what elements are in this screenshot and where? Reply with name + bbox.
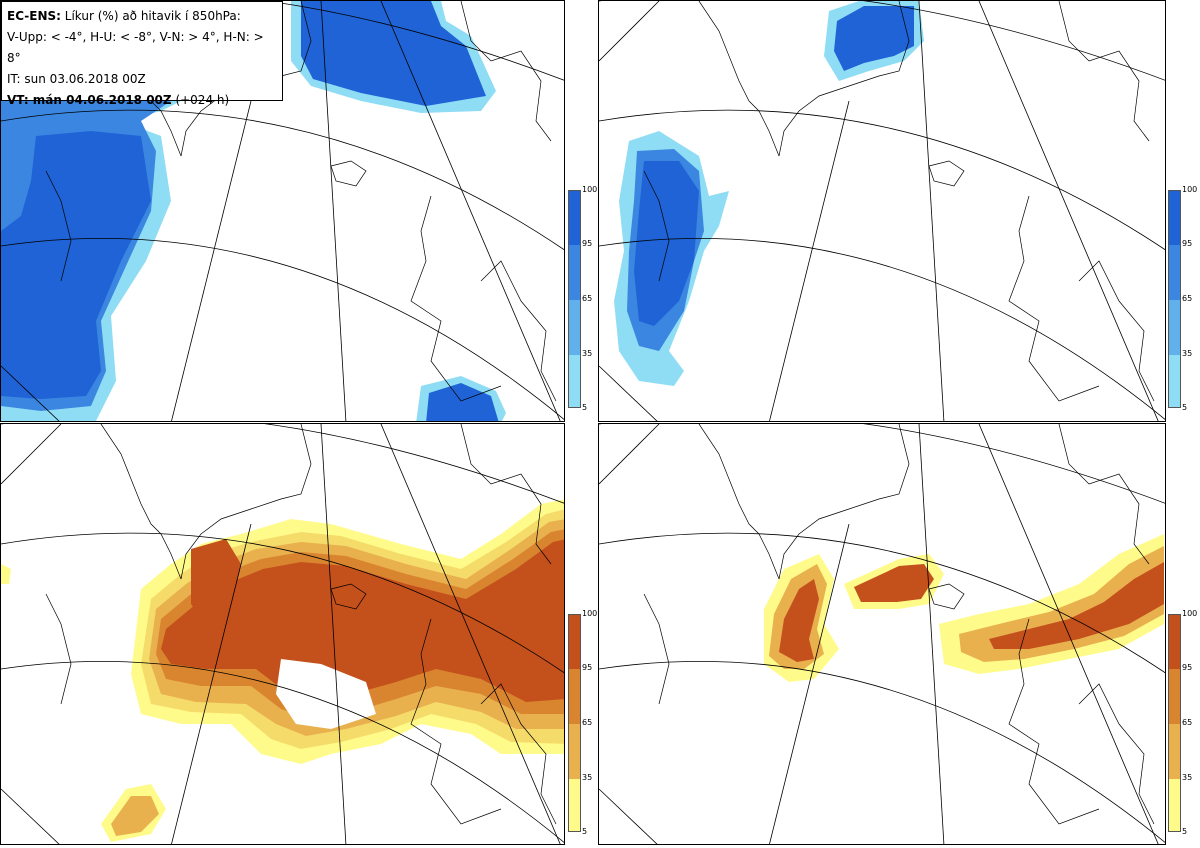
- tick-label: 95: [1182, 239, 1193, 248]
- lead-time: (+024 h): [175, 93, 230, 107]
- model-label: EC-ENS:: [7, 9, 61, 23]
- tick-label: 65: [1182, 294, 1193, 303]
- threshold-legend: V-Upp: < -4°, H-U: < -8°, V-N: > 4°, H-N…: [7, 30, 264, 65]
- map-lower-left: [1, 424, 564, 844]
- colorbar-cold-right: 100 95 65 35 5: [1168, 185, 1200, 413]
- tick-label: 5: [1182, 827, 1188, 836]
- probability-shading: [764, 534, 1164, 682]
- coastlines: [643, 1, 1155, 402]
- tick-label: 65: [1182, 718, 1193, 727]
- tick-label: 100: [582, 185, 598, 194]
- colorbar-warm-left: 100 95 65 35 5: [568, 609, 608, 837]
- colorbar-strip: [568, 190, 581, 408]
- colorbar-strip: [1168, 614, 1181, 832]
- tick-label: 5: [1182, 403, 1188, 412]
- graticule: [599, 1, 1165, 421]
- probability-shading: [1, 1, 506, 421]
- map-lower-right: [599, 424, 1165, 844]
- tick-label: 35: [582, 773, 593, 782]
- map-panel-upper-left: EC-ENS: Líkur (%) að hitavik í 850hPa: V…: [0, 0, 565, 422]
- probability-shading: [1, 499, 564, 842]
- colorbar-strip: [568, 614, 581, 832]
- tick-label: 5: [582, 403, 588, 412]
- colorbar-strip: [1168, 190, 1181, 408]
- tick-label: 35: [582, 349, 593, 358]
- tick-label: 95: [582, 663, 593, 672]
- tick-label: 100: [1182, 609, 1198, 618]
- tick-label: 95: [582, 239, 593, 248]
- colorbar-cold-left: 100 95 65 35 5: [568, 185, 608, 413]
- coastlines: [45, 424, 557, 825]
- tick-label: 100: [582, 609, 598, 618]
- map-panel-lower-left: [0, 423, 565, 845]
- title-text: Líkur (%) að hitavik í 850hPa:: [64, 9, 241, 23]
- map-upper-right: [599, 1, 1165, 421]
- graticule: [1, 424, 564, 844]
- tick-label: 95: [1182, 663, 1193, 672]
- tick-label: 65: [582, 294, 593, 303]
- tick-label: 5: [582, 827, 588, 836]
- map-panel-lower-right: [598, 423, 1166, 845]
- init-time: IT: sun 03.06.2018 00Z: [7, 72, 146, 86]
- header-box: EC-ENS: Líkur (%) að hitavik í 850hPa: V…: [1, 1, 283, 107]
- coastlines: [643, 424, 1155, 825]
- tick-label: 35: [1182, 349, 1193, 358]
- map-upper-left: [1, 1, 564, 421]
- tick-label: 35: [1182, 773, 1193, 782]
- map-panel-upper-right: [598, 0, 1166, 422]
- valid-time: VT: mán 04.06.2018 00Z: [7, 93, 172, 107]
- tick-label: 65: [582, 718, 593, 727]
- tick-label: 100: [1182, 185, 1198, 194]
- graticule: [599, 424, 1165, 844]
- probability-shading: [614, 1, 924, 386]
- colorbar-warm-right: 100 95 65 35 5: [1168, 609, 1200, 837]
